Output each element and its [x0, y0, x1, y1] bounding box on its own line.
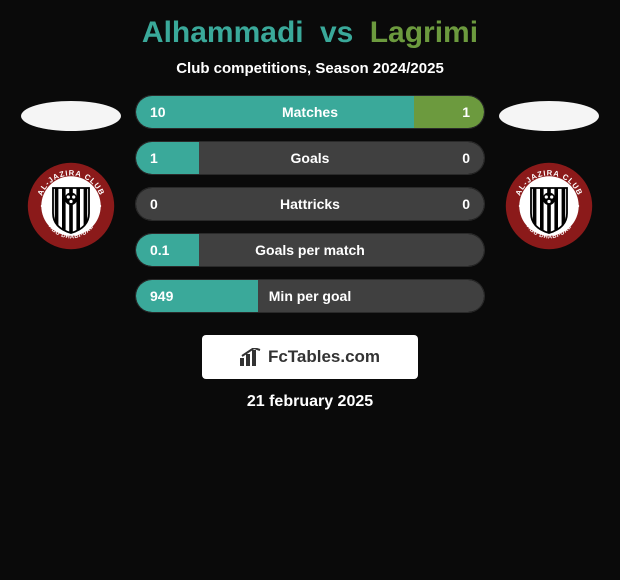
stat-label: Min per goal: [210, 288, 410, 304]
stat-bar: 0.1Goals per match: [135, 233, 485, 267]
chart-icon: [240, 348, 262, 366]
player1-silhouette: [21, 101, 121, 131]
stat-value-left: 1: [150, 150, 210, 166]
player1-club-badge: AL-JAZIRA CLUB ABU DHABI-UAE: [26, 161, 116, 251]
stat-value-left: 0.1: [150, 242, 210, 258]
brand-text: FcTables.com: [268, 347, 380, 367]
stat-label: Hattricks: [210, 196, 410, 212]
vs-label: vs: [320, 16, 353, 49]
stat-label: Goals: [210, 150, 410, 166]
right-side: AL-JAZIRA CLUB ABU DHABI-UAE: [489, 95, 609, 251]
stat-value-right: 1: [410, 104, 470, 120]
page-title: Alhammadi vs Lagrimi: [0, 16, 620, 50]
date-label: 21 february 2025: [0, 393, 620, 411]
left-side: AL-JAZIRA CLUB ABU DHABI-UAE: [11, 95, 131, 251]
stat-bar: 0Hattricks0: [135, 187, 485, 221]
brand-logo: FcTables.com: [202, 335, 418, 379]
stat-value-left: 0: [150, 196, 210, 212]
stat-label: Goals per match: [210, 242, 410, 258]
stat-value-left: 10: [150, 104, 210, 120]
player2-club-badge: AL-JAZIRA CLUB ABU DHABI-UAE: [504, 161, 594, 251]
stat-bar: 1Goals0: [135, 141, 485, 175]
stat-bars: 10Matches11Goals00Hattricks00.1Goals per…: [131, 95, 489, 313]
comparison-row: AL-JAZIRA CLUB ABU DHABI-UAE 10Matches11…: [0, 95, 620, 313]
subtitle: Club competitions, Season 2024/2025: [0, 60, 620, 77]
stat-bar: 949Min per goal: [135, 279, 485, 313]
player2-silhouette: [499, 101, 599, 131]
stat-bar: 10Matches1: [135, 95, 485, 129]
player1-name: Alhammadi: [142, 16, 304, 49]
stat-value-right: 0: [410, 196, 470, 212]
stat-value-right: 0: [410, 150, 470, 166]
player2-name: Lagrimi: [370, 16, 478, 49]
stat-value-left: 949: [150, 288, 210, 304]
stat-label: Matches: [210, 104, 410, 120]
